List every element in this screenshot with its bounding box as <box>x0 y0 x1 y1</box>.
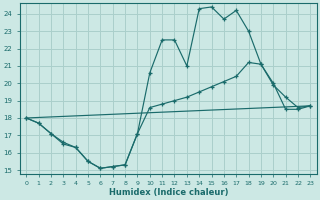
X-axis label: Humidex (Indice chaleur): Humidex (Indice chaleur) <box>108 188 228 197</box>
